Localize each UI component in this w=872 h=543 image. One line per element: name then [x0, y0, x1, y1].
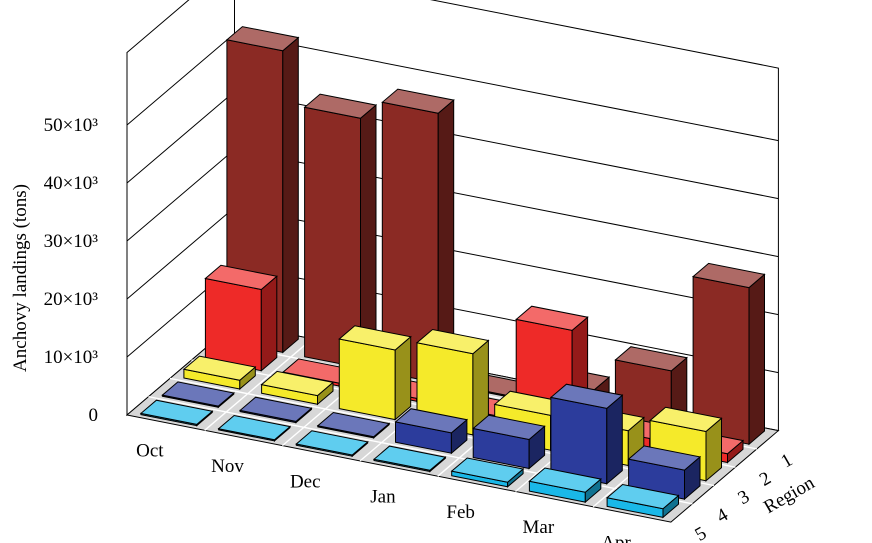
- floor-gridline: [148, 396, 693, 505]
- y-tick-label: 0: [89, 405, 99, 426]
- bar-nov-region-1: [303, 93, 378, 369]
- bar-apr-region-5-top: [605, 483, 680, 510]
- bar-oct-region-2-side: [260, 275, 278, 372]
- y-axis-title: Anchovy landings (tons): [10, 184, 31, 372]
- region-tick-label: 5: [692, 523, 711, 543]
- bar-jan-region-3: [415, 328, 490, 436]
- bar-jan-region-5: [372, 445, 447, 473]
- x-tick-label: Jan: [370, 487, 396, 508]
- bar-feb-region-2-top: [515, 305, 589, 331]
- bar-dec-region-5-top: [295, 430, 369, 456]
- bar-jan-region-3-top: [415, 328, 490, 355]
- bar-nov-region-3: [260, 370, 335, 406]
- chart-bars: [139, 26, 766, 519]
- bar-oct-region-4-top: [161, 381, 235, 407]
- bar-jan-region-4-top: [394, 408, 469, 434]
- bar-oct-region-5-top: [139, 399, 214, 425]
- bar-apr-region-1-side: [748, 273, 765, 446]
- y-tick-label: 30×10³: [44, 231, 99, 252]
- bar-oct-region-1-side: [282, 36, 299, 354]
- bar-dec-region-5: [295, 430, 369, 458]
- bar-apr-region-4-top: [627, 445, 702, 471]
- region-tick-label: 1: [778, 450, 797, 473]
- bar-feb-region-4: [472, 414, 546, 470]
- bar-dec-region-4: [316, 411, 391, 439]
- region-tick-label: 3: [735, 486, 754, 509]
- y-tick-label: 50×10³: [44, 115, 99, 136]
- bar-dec-region-3-side: [394, 335, 412, 421]
- bar-nov-region-3-top: [260, 370, 335, 397]
- bar-nov-region-5: [217, 414, 292, 442]
- bar-feb-region-5-top: [450, 457, 525, 483]
- bar-oct-region-2: [204, 264, 278, 372]
- bar-nov-region-4: [238, 396, 313, 424]
- y-tick-label: 10×10³: [44, 347, 99, 368]
- bar-nov-region-5-top: [217, 414, 292, 441]
- bar-apr-region-3-top: [648, 406, 723, 433]
- bar-mar-region-4-side: [606, 394, 623, 485]
- bar-oct-region-3-top: [182, 355, 257, 381]
- x-tick-label: Dec: [290, 471, 321, 492]
- bar-oct-region-3: [182, 355, 257, 391]
- bar-feb-region-5: [450, 457, 525, 488]
- bar-oct-region-1-top: [225, 26, 300, 52]
- bar-dec-region-4-top: [316, 411, 391, 438]
- bar-oct-region-5: [139, 399, 214, 427]
- bar-oct-region-4: [161, 381, 235, 409]
- bar-dec-region-3-front: [338, 338, 396, 421]
- bar-feb-region-4-top: [472, 414, 546, 441]
- region-tick-label: 2: [756, 468, 775, 491]
- bar-dec-region-1-top: [381, 88, 455, 114]
- y-tick-label: 20×10³: [44, 289, 99, 310]
- floor-gridline: [204, 338, 313, 431]
- bar-mar-region-5-top: [528, 467, 602, 493]
- bar-oct-region-2-front: [204, 277, 262, 372]
- y-tick-label: 40×10³: [44, 173, 99, 194]
- bar-mar-region-4: [549, 383, 624, 485]
- bar-dec-region-1: [381, 88, 455, 385]
- x-tick-label: Nov: [211, 456, 244, 477]
- bar-dec-region-3-top: [338, 325, 412, 351]
- bar-nov-region-4-top: [238, 396, 313, 422]
- bar-apr-region-5: [605, 483, 680, 519]
- bar-jan-region-4: [394, 408, 469, 455]
- bar-mar-region-4-top: [549, 383, 624, 409]
- region-tick-label: 4: [713, 504, 732, 527]
- bar-mar-region-5: [528, 467, 602, 504]
- bar-oct-region-2-top: [204, 264, 278, 291]
- x-tick-label: Apr: [601, 532, 631, 543]
- bar-dec-region-3: [338, 325, 412, 421]
- x-tick-label: Mar: [523, 517, 555, 538]
- bar-apr-region-1-top: [691, 262, 766, 289]
- bar-nov-region-1-top: [303, 93, 378, 119]
- bar-jan-region-5-top: [372, 445, 447, 471]
- x-tick-label: Oct: [136, 441, 164, 462]
- x-tick-label: Feb: [446, 502, 475, 523]
- bar-mar-region-1-top: [614, 346, 688, 372]
- bar-apr-region-1: [691, 262, 766, 446]
